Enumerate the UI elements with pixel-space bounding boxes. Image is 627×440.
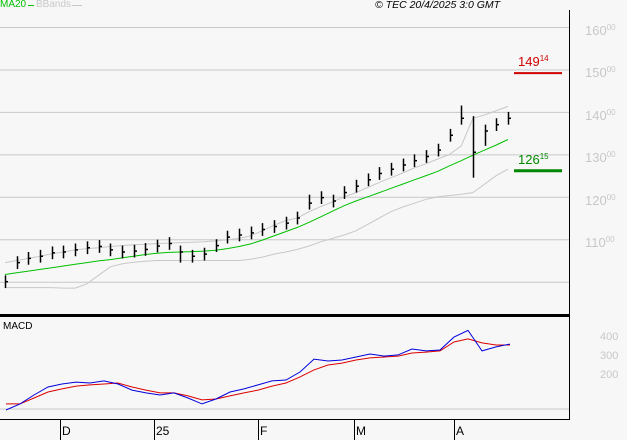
- price-bars: [4, 105, 511, 289]
- y-label-dec: 00: [605, 235, 615, 245]
- price-gridlines: [0, 27, 569, 283]
- x-axis-label: A: [456, 424, 465, 438]
- y-label-dec: 00: [606, 65, 616, 75]
- y-label-dec: 00: [606, 150, 616, 160]
- macd-line: [5, 329, 511, 411]
- legend-ma20: MA20: [0, 0, 27, 10]
- x-axis-ticks: [60, 420, 455, 440]
- legend-bbands: BBands: [36, 0, 72, 10]
- y-label-int: 150: [585, 65, 607, 81]
- macd-signal-line: [6, 338, 510, 405]
- x-axis-label: 25: [156, 424, 170, 438]
- y-axis-label: 13000: [585, 150, 616, 166]
- x-axis-label: D: [62, 424, 71, 438]
- y-label-dec: 00: [606, 192, 616, 202]
- y-axis-label: 11000: [585, 235, 615, 251]
- y-label-dec: 00: [606, 107, 616, 117]
- y-axis-label: 14000: [585, 107, 616, 124]
- y-label-int: 110: [585, 235, 606, 251]
- level-int: 149: [518, 54, 540, 70]
- copyright-timestamp: © TEC 20/4/2025 3:0 GMT: [375, 0, 501, 11]
- macd-panel-title: MACD: [3, 321, 33, 332]
- y-label-dec: 00: [606, 23, 616, 32]
- level-dec: 15: [539, 151, 549, 161]
- bband-upper-line: [4, 105, 509, 264]
- ma20-line: [4, 139, 509, 275]
- y-axis-label: 12000: [585, 192, 616, 209]
- y-label-int: 160: [585, 23, 607, 38]
- y-axis-label: 15000: [585, 65, 616, 81]
- x-axis-label: F: [260, 424, 268, 438]
- bband-lower-line: [5, 168, 509, 289]
- y-label-int: 130: [585, 150, 607, 166]
- macd-y-label: 200: [600, 369, 619, 381]
- level-int: 126: [518, 151, 540, 167]
- macd-y-label: 400: [600, 331, 619, 343]
- y-label-int: 120: [585, 192, 607, 208]
- level-dec: 14: [539, 54, 549, 64]
- macd-y-label: 300: [600, 350, 619, 362]
- resistance-level-label: 14914: [518, 54, 549, 70]
- support-level-label: 12615: [518, 151, 549, 168]
- y-label-int: 140: [585, 107, 607, 123]
- x-axis-label: M: [356, 424, 366, 438]
- y-axis-label: 16000: [585, 23, 616, 39]
